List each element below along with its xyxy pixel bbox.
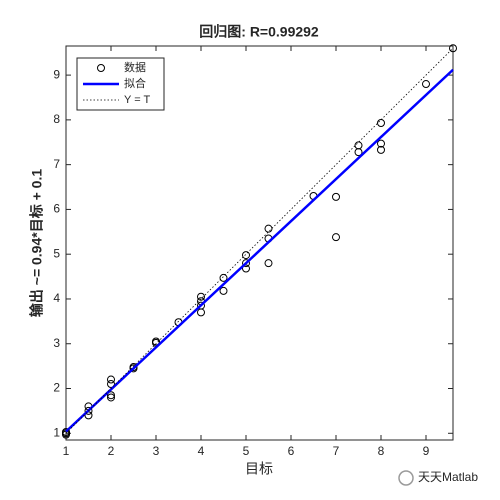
data-point xyxy=(219,286,228,295)
data-point xyxy=(84,406,93,415)
data-point xyxy=(197,292,205,301)
data-point xyxy=(449,44,457,53)
y-tick-label: 5 xyxy=(53,246,60,260)
data-point xyxy=(377,139,385,148)
data-point xyxy=(332,233,340,242)
legend-marker xyxy=(97,64,105,72)
fit-line xyxy=(65,68,454,433)
y-tick-label: 6 xyxy=(53,202,60,216)
watermark-text: 天天Matlab xyxy=(418,470,478,484)
legend-label: 数据 xyxy=(124,60,146,74)
data-point xyxy=(354,141,363,150)
x-tick-label: 9 xyxy=(423,444,430,458)
watermark: 天天Matlab xyxy=(398,470,478,486)
y-tick-label: 1 xyxy=(53,425,60,439)
chart-title: 回归图: R=0.99292 xyxy=(199,24,319,40)
data-point xyxy=(107,380,115,389)
data-point xyxy=(242,264,250,273)
x-tick-label: 3 xyxy=(153,444,160,458)
legend-label: Y = T xyxy=(124,94,150,106)
y-tick-label: 8 xyxy=(53,112,60,126)
data-point xyxy=(152,337,160,346)
y-tick-label: 2 xyxy=(53,381,60,395)
data-point xyxy=(377,145,385,154)
x-tick-label: 1 xyxy=(63,444,70,458)
data-point xyxy=(107,375,115,384)
data-point xyxy=(129,363,138,372)
x-tick-label: 2 xyxy=(108,444,115,458)
data-point xyxy=(332,192,340,201)
watermark-icon xyxy=(398,470,414,486)
y-tick-label: 9 xyxy=(53,67,60,81)
y-tick-label: 4 xyxy=(53,291,60,305)
data-point xyxy=(107,391,115,400)
data-point xyxy=(264,224,273,233)
y-tick-label: 3 xyxy=(53,336,60,350)
x-tick-label: 8 xyxy=(378,444,385,458)
plot-area xyxy=(65,45,454,441)
x-tick-label: 7 xyxy=(333,444,340,458)
data-point xyxy=(242,251,250,260)
x-axis-label: 目标 xyxy=(245,461,273,477)
y-axis-label: 输出 ~= 0.94*目标 + 0.1 xyxy=(29,169,45,317)
data-point xyxy=(62,427,70,436)
y-tick-label: 7 xyxy=(53,157,60,171)
x-tick-label: 4 xyxy=(198,444,205,458)
data-point xyxy=(264,259,273,268)
data-point xyxy=(242,259,250,268)
x-tick-label: 6 xyxy=(288,444,295,458)
data-point xyxy=(219,273,228,282)
legend-label: 拟合 xyxy=(124,76,146,90)
data-point xyxy=(107,393,115,402)
x-tick-label: 5 xyxy=(243,444,250,458)
data-point xyxy=(422,80,430,89)
data-point xyxy=(197,301,205,310)
